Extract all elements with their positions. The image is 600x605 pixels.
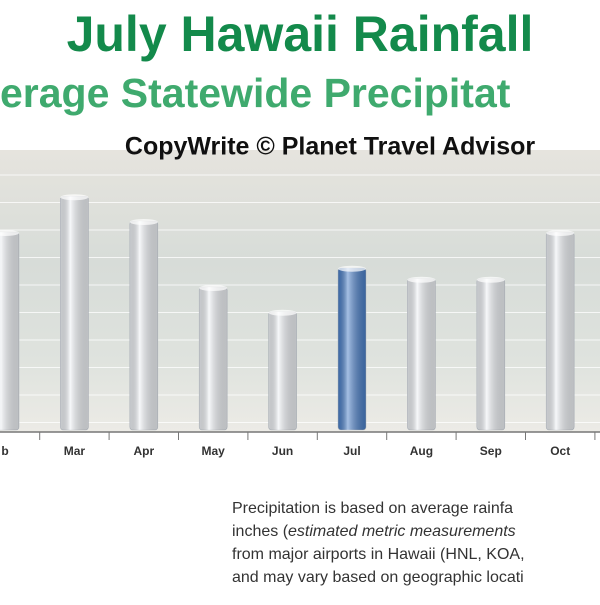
bar-group	[476, 276, 506, 431]
bar-group	[268, 309, 297, 431]
x-tick-label: May	[202, 444, 226, 458]
bar-group	[407, 276, 436, 431]
bar-cap	[129, 219, 158, 225]
chart-subtitle: erage Statewide Precipitat	[0, 70, 511, 116]
bar-group	[337, 265, 367, 431]
x-tick-label: Jun	[272, 444, 293, 458]
bar-group	[129, 219, 159, 431]
chart-title: July Hawaii Rainfall	[67, 6, 534, 62]
bar-cap	[199, 285, 228, 291]
x-tick-label: Jul	[343, 444, 360, 458]
x-tick-label: Oct	[550, 444, 570, 458]
bar-shine	[407, 278, 436, 430]
x-tick-label: Apr	[133, 444, 154, 458]
note: Precipitation is based on average rainfa…	[232, 500, 525, 586]
bar-shine	[338, 267, 366, 430]
note-text: Precipitation is based on average rainfa	[232, 500, 513, 517]
bar-shine	[199, 287, 228, 430]
x-tick-label: Aug	[410, 444, 433, 458]
bar-shine	[268, 311, 297, 430]
note-text: estimated metric measurements	[288, 523, 516, 540]
bar-group	[60, 194, 89, 431]
bar-cap	[60, 194, 89, 201]
x-tick-label: Sep	[480, 444, 502, 458]
note-line: from major airports in Hawaii (HNL, KOA,	[232, 546, 525, 563]
bar-shine	[0, 232, 19, 430]
bar-group	[0, 230, 20, 431]
copyright: CopyWrite © Planet Travel Advisor	[125, 133, 535, 161]
bar-cap	[338, 265, 366, 272]
bar-cap	[476, 276, 505, 283]
note-line: Precipitation is based on average rainfa	[232, 500, 513, 517]
bar-group	[545, 230, 575, 431]
note-line: inches (estimated metric measurements	[232, 523, 516, 540]
bar-shine	[129, 221, 158, 430]
bar-shine	[476, 278, 505, 430]
bar-shine	[546, 232, 575, 430]
x-tick-label: Mar	[64, 444, 86, 458]
bar-cap	[407, 276, 436, 283]
photo-background	[0, 150, 600, 432]
note-text: and may vary based on geographic locati	[232, 569, 524, 586]
bar-cap	[546, 230, 575, 236]
note-text: from major airports in Hawaii (HNL, KOA,	[232, 546, 525, 563]
bar-shine	[60, 196, 89, 430]
bar-cap	[0, 230, 19, 236]
x-tick-label: b	[1, 444, 8, 458]
bar-cap	[268, 309, 297, 316]
note-text: inches (	[232, 523, 289, 540]
note-line: and may vary based on geographic locati	[232, 569, 524, 586]
bar-group	[198, 285, 228, 431]
